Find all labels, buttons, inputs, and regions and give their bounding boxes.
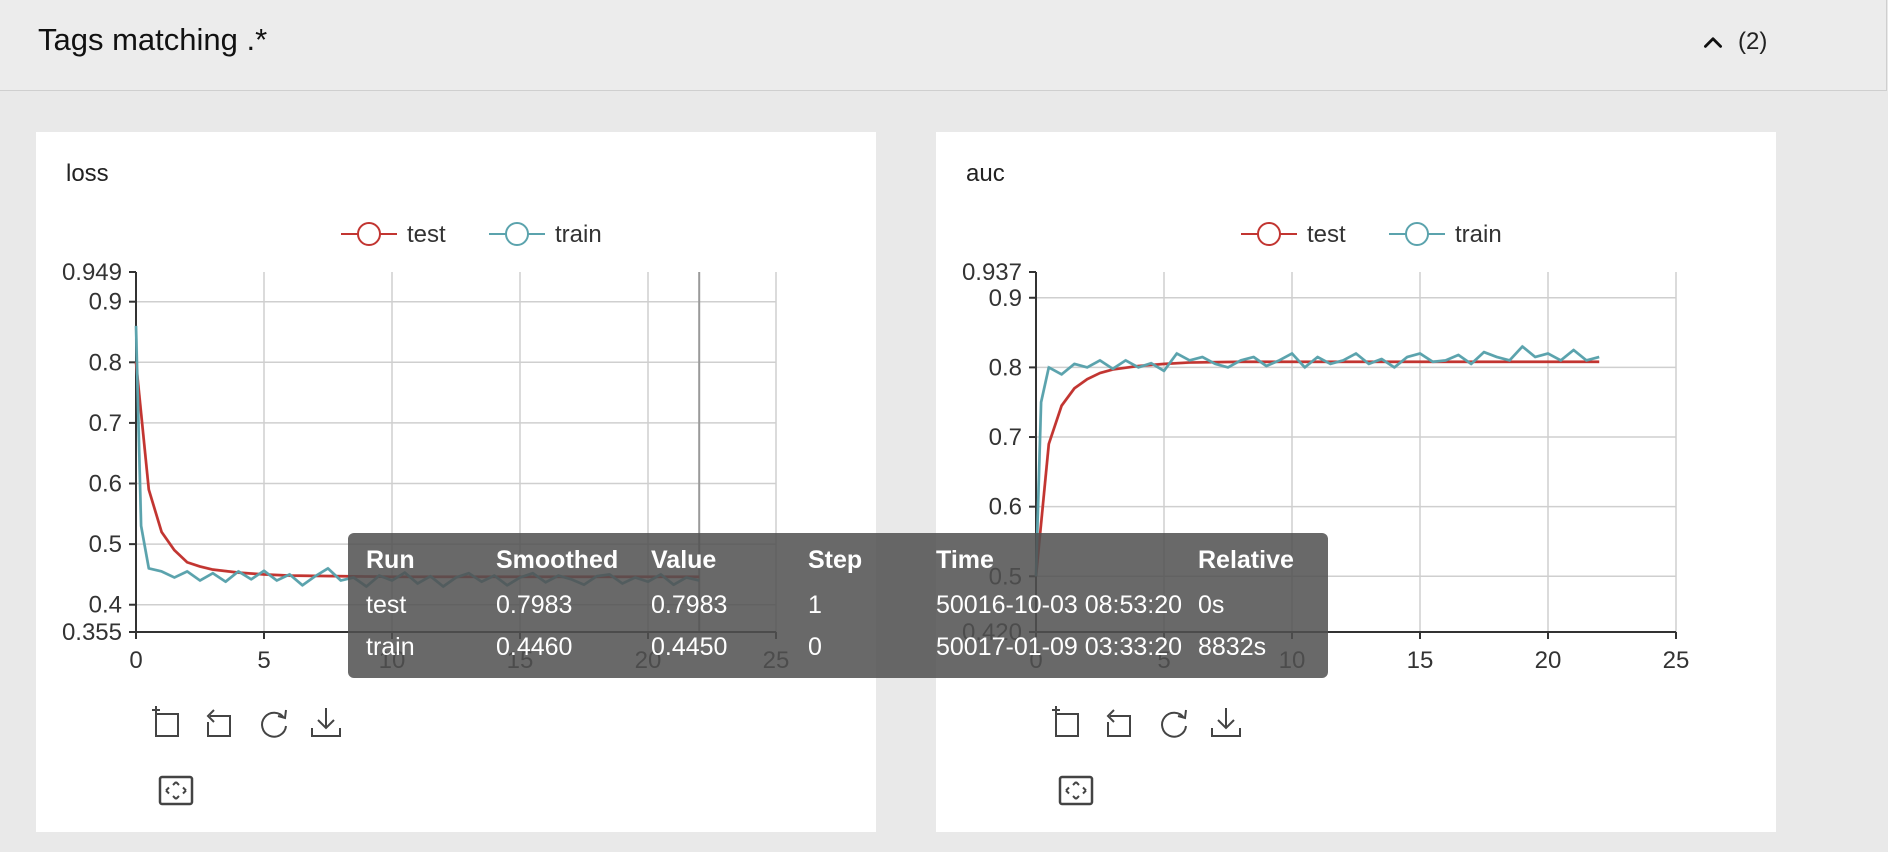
chart-toolbar (936, 132, 1776, 832)
tag-group-header: Tags matching .* (2) (0, 0, 1887, 91)
restore-icon[interactable] (254, 704, 290, 740)
tooltip-cell: 0.4450 (651, 633, 728, 661)
legend-label: train (555, 221, 602, 248)
undo-zoom-icon[interactable] (1100, 704, 1136, 740)
tooltip-cell: 0 (808, 633, 822, 661)
x-tick-label: 0 (129, 647, 142, 674)
chart-title: auc (966, 160, 1005, 187)
tooltip-cell: 0.4460 (496, 633, 573, 661)
series-line-test[interactable] (1034, 360, 1600, 577)
y-tick-label: 0.9 (89, 289, 122, 316)
legend-label: test (407, 221, 446, 248)
chevron-up-icon (1704, 37, 1722, 48)
legend-item-test[interactable]: test (341, 221, 446, 248)
tag-count: (2) (1738, 28, 1768, 55)
legend-item-test[interactable]: test (1241, 221, 1346, 248)
tooltip-cell: 50017-01-09 03:33:20 (936, 633, 1183, 661)
tooltip-header: Value (651, 546, 717, 574)
collapse-toggle-button[interactable]: (2) (1700, 22, 1767, 62)
y-tick-label: 0.4 (89, 592, 122, 619)
chart-grid (1036, 272, 1677, 632)
hover-tooltip: Run Smoothed Value Step Time Relative test 0.79… (348, 533, 1328, 678)
x-tick-label: 20 (1535, 647, 1562, 674)
y-tick-label: 0.9 (989, 285, 1022, 312)
x-tick-label: 15 (1407, 647, 1434, 674)
tooltip-cell: 1 (808, 591, 822, 619)
y-tick-label: 0.355 (62, 619, 122, 646)
tooltip-header: Relative (1198, 546, 1294, 574)
chart-title: loss (66, 160, 109, 187)
chart-legend: test train (1241, 221, 1502, 248)
chart-legend: test train (341, 221, 602, 248)
x-tick-label: 25 (1663, 647, 1690, 674)
tooltip-cell: 50016-10-03 08:53:20 (936, 591, 1183, 619)
restore-icon[interactable] (1154, 704, 1190, 740)
box-select-icon[interactable] (1048, 704, 1084, 740)
tooltip-header: Time (936, 546, 994, 574)
legend-item-train[interactable]: train (489, 221, 602, 248)
box-select-icon[interactable] (148, 704, 184, 740)
chart-card-loss: loss testtrain05101520250.3550.40.50.60.… (36, 132, 876, 832)
chart-card-auc: auc testtrain05101520250.4200.50.60.70.8… (936, 132, 1776, 832)
download-icon[interactable] (308, 704, 344, 740)
legend-label: train (1455, 221, 1502, 248)
x-tick-label: 5 (257, 647, 270, 674)
y-tick-label: 0.6 (989, 494, 1022, 521)
download-icon[interactable] (1208, 704, 1244, 740)
y-tick-label: 0.6 (89, 471, 122, 498)
y-tick-label: 0.949 (62, 259, 122, 286)
series-line-train[interactable] (1034, 345, 1600, 577)
y-tick-label: 0.7 (89, 410, 122, 437)
y-tick-label: 0.5 (89, 531, 122, 558)
tooltip-cell: train (366, 633, 415, 661)
y-tick-label: 0.937 (962, 259, 1022, 286)
tooltip-cell: 0.7983 (496, 591, 573, 619)
tooltip-header: Smoothed (496, 546, 619, 574)
fullscreen-icon[interactable] (1058, 772, 1094, 808)
tooltip-cell: 8832s (1198, 633, 1267, 661)
tooltip-cell: 0s (1198, 591, 1225, 619)
fullscreen-icon[interactable] (158, 772, 194, 808)
legend-item-train[interactable]: train (1389, 221, 1502, 248)
tooltip-header: Run (366, 546, 415, 574)
undo-zoom-icon[interactable] (200, 704, 236, 740)
tag-group-title: Tags matching .* (38, 22, 268, 57)
chart-toolbar (36, 132, 876, 832)
y-tick-label: 0.7 (989, 424, 1022, 451)
tooltip-cell: 0.7983 (651, 591, 728, 619)
legend-label: test (1307, 221, 1346, 248)
y-tick-label: 0.8 (989, 354, 1022, 381)
tooltip-header: Step (808, 546, 863, 574)
y-tick-label: 0.8 (89, 349, 122, 376)
tooltip-cell: test (366, 591, 407, 619)
